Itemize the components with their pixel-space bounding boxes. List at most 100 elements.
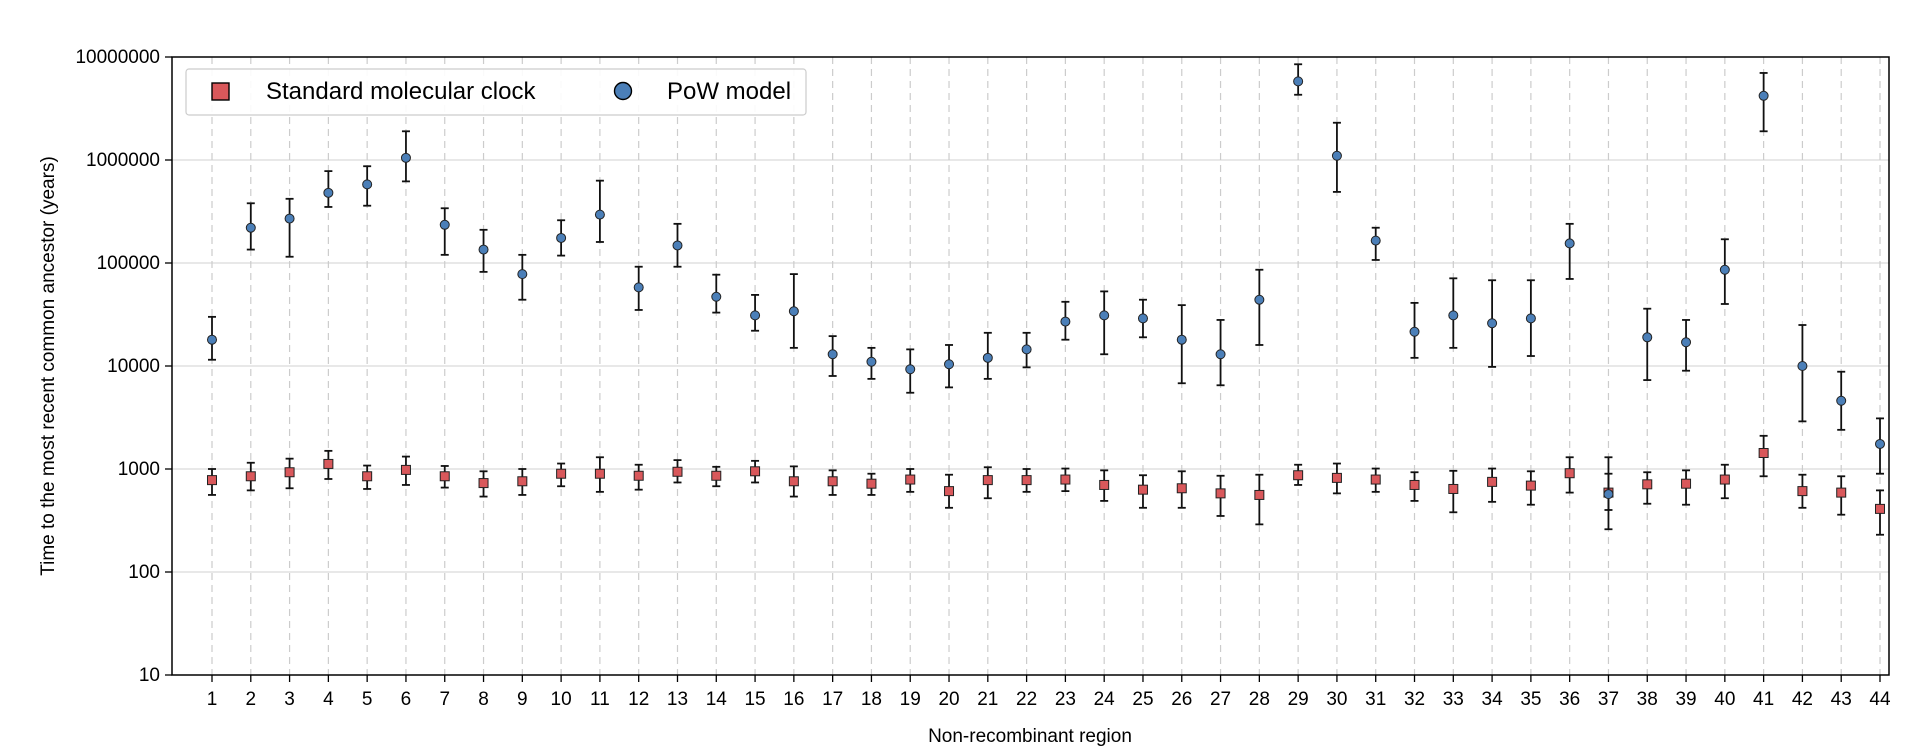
x-tick-label: 44 [1869,689,1891,710]
y-tick-label: 1000000 [86,150,160,171]
data-point-circle [439,219,450,230]
data-point-circle [827,349,838,360]
data-point-square [556,468,567,479]
data-point-square [1564,468,1575,479]
data-point-square [1797,486,1808,497]
data-point-circle [1525,313,1536,324]
x-tick-label: 14 [706,689,728,710]
data-point-square [633,470,644,481]
x-tick-label: 33 [1443,689,1464,710]
x-tick-label: 11 [590,689,610,710]
data-point-circle [1021,344,1032,355]
data-point-square [1021,475,1032,486]
legend-marker-standard-clock [211,82,230,101]
data-point-square [711,470,722,481]
data-point-square [207,475,217,486]
grid [172,57,1889,675]
x-tick-label: 26 [1171,689,1192,710]
y-tick-label: 1000 [118,459,160,480]
series-pow-model [207,63,1885,511]
x-tick-label: 40 [1714,689,1735,710]
x-tick-label: 16 [783,689,804,710]
data-point-circle [1060,316,1071,327]
data-point-square [517,476,528,487]
data-point-circle [672,240,683,251]
y-tick-label: 10000 [107,356,160,377]
x-tick-label: 22 [1016,689,1037,710]
x-tick-label: 42 [1792,689,1813,710]
data-point-square [400,464,411,475]
data-point-circle [1293,76,1304,87]
data-point-square [1487,476,1498,487]
data-point-circle [1758,90,1769,101]
data-point-square [362,471,373,482]
x-tick-label: 23 [1055,689,1076,710]
data-point-square [594,468,605,479]
x-tick-label: 43 [1831,689,1852,710]
legend-label-pow-model: PoW model [667,78,791,105]
data-point-circle [711,291,722,302]
data-point-square [982,475,993,486]
data-point-circle [982,352,993,363]
x-axis-title: Non-recombinant region [928,726,1132,746]
x-tick-label: 39 [1675,689,1696,710]
data-point-circle [1603,489,1614,500]
data-point-square [245,471,256,482]
x-tick-label: 17 [822,689,843,710]
y-axis: 10 100 1000 10000 100000 1000000 10000000 [75,47,172,686]
y-tick-label: 10 [139,665,160,686]
data-point-circle [400,152,411,163]
data-point-square [672,466,683,477]
x-tick-label: 13 [667,689,688,710]
x-tick-label: 20 [938,689,959,710]
data-point-circle [788,306,799,317]
data-point-circle [944,359,955,370]
data-point-square [1836,487,1847,498]
x-tick-label: 7 [439,689,450,710]
data-point-square [1681,478,1692,489]
data-point-circle [750,310,761,321]
x-tick-label: 10 [551,689,572,710]
data-point-circle [1564,238,1575,249]
data-point-square [1409,479,1420,490]
data-point-square [439,471,450,482]
data-point-square [1215,488,1226,499]
data-point-circle [1370,235,1381,246]
series-standard-clock [207,434,1885,536]
data-point-square [866,478,877,489]
data-point-square [323,458,334,469]
x-axis: 1 2 3 4 5 6 7 8 9 10 11 12 13 14 15 16 17 18 19 20 21 22 23 24 2… [207,675,1891,710]
legend-box [185,68,807,116]
x-tick-label: 29 [1288,689,1309,710]
data-point-circle [362,179,373,190]
x-tick-label: 34 [1482,689,1504,710]
data-point-circle [1448,310,1459,321]
data-point-circle [1137,313,1148,324]
x-tick-label: 41 [1753,689,1774,710]
data-point-circle [594,209,605,220]
data-point-circle [1681,337,1692,348]
x-tick-label: 6 [401,689,412,710]
data-point-circle [1099,310,1110,321]
data-point-circle [323,187,334,198]
data-point-square [944,486,955,497]
x-tick-label: 27 [1210,689,1231,710]
data-point-circle [1836,395,1847,406]
x-tick-label: 4 [323,689,334,710]
data-point-circle [556,232,567,243]
data-point-circle [517,269,528,280]
data-point-square [1331,472,1342,483]
x-tick-label: 32 [1404,689,1425,710]
data-point-circle [1642,332,1653,343]
y-tick-label: 100 [128,562,160,583]
data-point-square [1176,483,1187,494]
data-point-circle [1875,438,1885,449]
x-tick-label: 21 [977,689,998,710]
legend-marker-pow-model [613,81,633,101]
data-point-circle [1254,294,1265,305]
data-point-circle [1719,264,1730,275]
data-series [207,63,1885,536]
data-point-circle [866,356,877,367]
